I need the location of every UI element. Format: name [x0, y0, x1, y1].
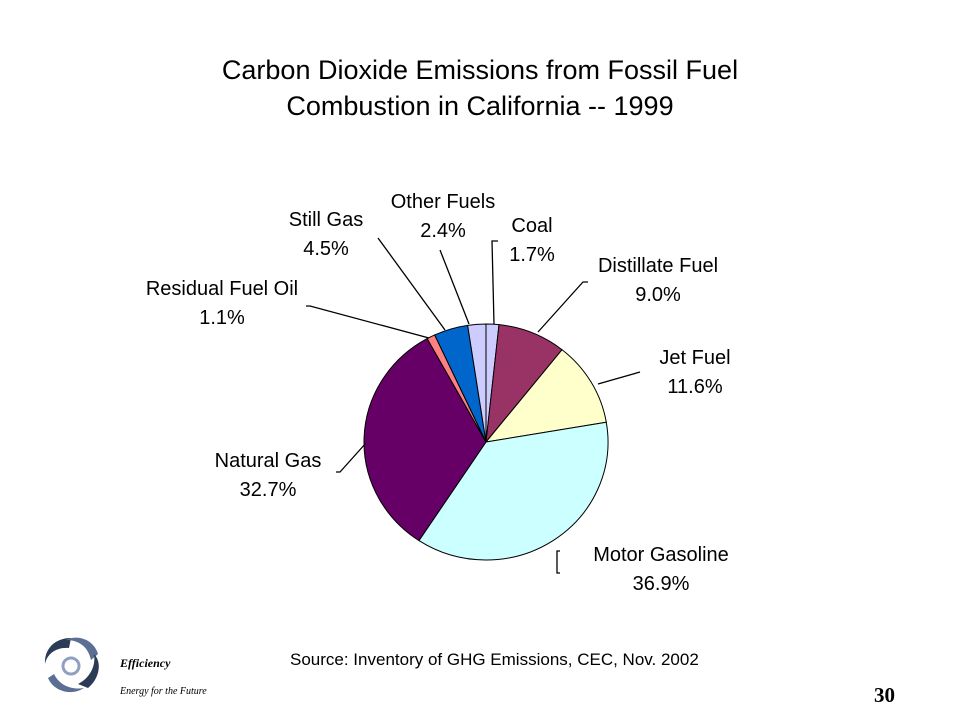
slice-label: Coal 1.7% — [509, 215, 555, 266]
pie-chart: Coal 1.7% Distillate Fuel 9.0% Jet Fuel 11.6%… — [146, 191, 731, 595]
brand-name: Efficiency — [120, 656, 171, 670]
slice-label: Motor Gasoline 36.9% — [593, 544, 729, 595]
pie-slice-motor-gasoline — [418, 421, 609, 561]
chart-title-line-1: Carbon Dioxide Emissions from Fossil Fue… — [221, 55, 739, 85]
slice-label: Residual Fuel Oil 1.1% — [146, 278, 298, 329]
slice-label-name: Motor Gasoline — [593, 544, 729, 566]
brand-tagline: Energy for the Future — [120, 686, 207, 697]
slice-label-value: 1.1% — [199, 307, 245, 329]
slice-labels: Coal 1.7% Distillate Fuel 9.0% Jet Fuel 11.6%… — [146, 191, 731, 595]
slice-label: Natural Gas 32.7% — [215, 450, 322, 501]
chart-title: Carbon Dioxide Emissions from Fossil Fue… — [0, 52, 960, 124]
slice-label-name: Still Gas — [289, 209, 363, 231]
slice-label-name: Distillate Fuel — [598, 255, 718, 277]
leader-lines — [306, 237, 641, 574]
slice-label: Still Gas 4.5% — [289, 209, 363, 260]
leader-line — [491, 240, 498, 325]
slice-label-name: Natural Gas — [215, 450, 322, 472]
chart-title-line-2: Combustion in California -- 1999 — [286, 91, 674, 121]
pie-slice-other-fuels — [467, 323, 487, 443]
slice-label: Other Fuels 2.4% — [391, 191, 495, 242]
leader-line — [377, 237, 446, 331]
pie-slice-jet-fuel — [484, 349, 607, 443]
slice-label: Jet Fuel 11.6% — [659, 347, 730, 398]
slice-label-value: 32.7% — [240, 479, 297, 501]
leader-line — [597, 371, 641, 385]
slice-label-name: Jet Fuel — [659, 347, 730, 369]
slice-label-value: 36.9% — [633, 573, 690, 595]
pie-slices — [363, 323, 609, 561]
slice-label: Distillate Fuel 9.0% — [598, 255, 718, 306]
slice-label-name: Coal — [511, 215, 552, 237]
leader-line — [306, 305, 430, 339]
leader-line — [336, 442, 367, 473]
leader-line — [537, 281, 588, 333]
slice-label-value: 4.5% — [303, 238, 349, 260]
swirl-logo-icon — [44, 637, 99, 693]
source-note: Source: Inventory of GHG Emissions, CEC,… — [290, 650, 699, 669]
leader-line — [556, 550, 560, 574]
leader-line — [439, 249, 470, 325]
slice-label-value: 2.4% — [420, 220, 466, 242]
slice-label-name: Residual Fuel Oil — [146, 278, 298, 300]
slice-label-value: 9.0% — [635, 284, 681, 306]
slice-label-value: 11.6% — [667, 376, 722, 398]
slice-label-name: Other Fuels — [391, 191, 495, 213]
slice-label-value: 1.7% — [509, 244, 555, 266]
page-number: 30 — [874, 683, 895, 707]
